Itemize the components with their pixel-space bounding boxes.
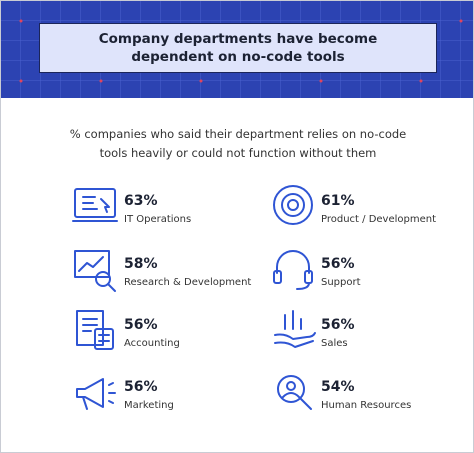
item-label: Sales [321, 338, 348, 349]
item-label: Research & Development [124, 277, 252, 288]
icon-research [74, 250, 116, 292]
icon-accounting [76, 310, 114, 350]
icon-support [273, 250, 313, 290]
icon-sales [274, 310, 316, 348]
item-value: 56% [321, 317, 355, 333]
item-label: Product / Development [321, 214, 437, 225]
item-label: Accounting [124, 338, 180, 349]
title: Company departments have become dependen… [39, 23, 437, 73]
item-value: 61% [321, 193, 355, 209]
item-value: 58% [124, 256, 158, 272]
icon-it [72, 188, 118, 222]
item-value: 56% [124, 317, 158, 333]
icon-hr [277, 375, 312, 410]
header-dots [19, 19, 463, 83]
subtitle: % companies who said their department re… [69, 127, 407, 160]
item-value: 54% [321, 379, 355, 395]
item-value: 63% [124, 193, 158, 209]
item-label: Marketing [124, 400, 174, 411]
item-label: Support [321, 277, 361, 288]
item-label: Human Resources [321, 400, 412, 411]
item-value: 56% [321, 256, 355, 272]
icon-marketing [76, 378, 116, 410]
item-value: 56% [124, 379, 158, 395]
item-label: IT Operations [124, 214, 192, 225]
icon-product [273, 185, 313, 225]
